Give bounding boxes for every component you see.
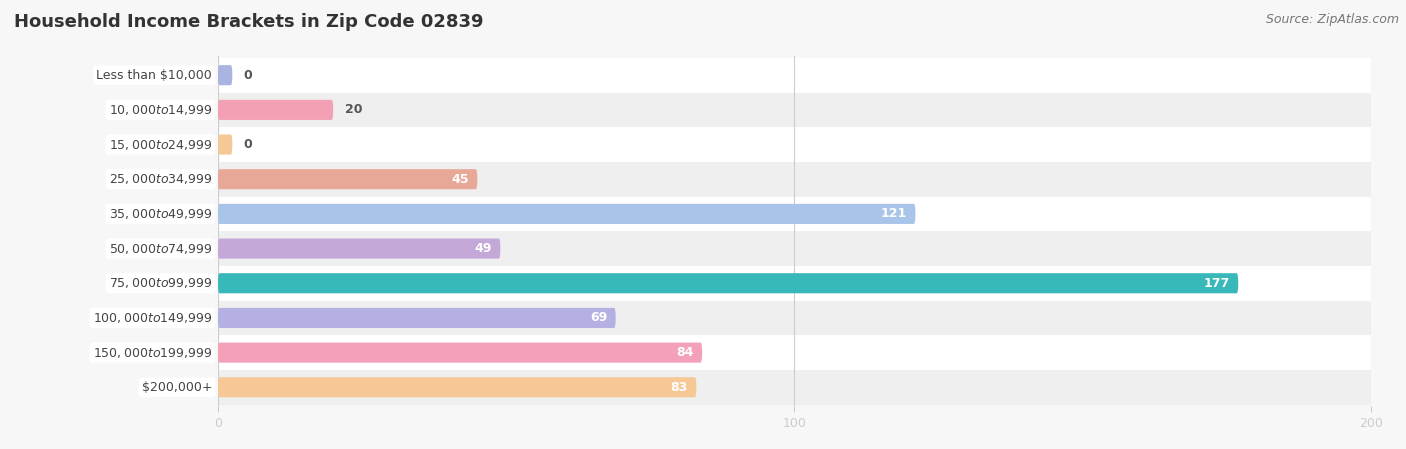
Text: Source: ZipAtlas.com: Source: ZipAtlas.com <box>1265 13 1399 26</box>
Text: 177: 177 <box>1204 277 1230 290</box>
Bar <box>218 335 1371 370</box>
FancyBboxPatch shape <box>218 135 232 154</box>
Text: 49: 49 <box>474 242 492 255</box>
Text: 121: 121 <box>880 207 907 220</box>
Text: 84: 84 <box>676 346 693 359</box>
Text: $10,000 to $14,999: $10,000 to $14,999 <box>108 103 212 117</box>
Text: Household Income Brackets in Zip Code 02839: Household Income Brackets in Zip Code 02… <box>14 13 484 31</box>
Text: $35,000 to $49,999: $35,000 to $49,999 <box>108 207 212 221</box>
Text: $150,000 to $199,999: $150,000 to $199,999 <box>93 346 212 360</box>
Text: $75,000 to $99,999: $75,000 to $99,999 <box>108 276 212 290</box>
FancyBboxPatch shape <box>218 204 915 224</box>
FancyBboxPatch shape <box>218 273 1239 293</box>
Text: 0: 0 <box>243 138 253 151</box>
Text: 45: 45 <box>451 173 468 186</box>
Bar <box>218 231 1371 266</box>
FancyBboxPatch shape <box>218 65 232 85</box>
Text: Less than $10,000: Less than $10,000 <box>97 69 212 82</box>
Text: 83: 83 <box>671 381 688 394</box>
Text: 20: 20 <box>344 103 363 116</box>
Bar <box>218 58 1371 92</box>
FancyBboxPatch shape <box>218 308 616 328</box>
FancyBboxPatch shape <box>218 169 478 189</box>
Bar <box>218 92 1371 127</box>
Text: 69: 69 <box>589 312 607 325</box>
Text: $50,000 to $74,999: $50,000 to $74,999 <box>108 242 212 255</box>
Text: $15,000 to $24,999: $15,000 to $24,999 <box>108 137 212 152</box>
Bar <box>218 370 1371 405</box>
Bar <box>218 162 1371 197</box>
FancyBboxPatch shape <box>218 377 696 397</box>
Text: 0: 0 <box>243 69 253 82</box>
Text: $200,000+: $200,000+ <box>142 381 212 394</box>
Bar <box>218 197 1371 231</box>
FancyBboxPatch shape <box>218 100 333 120</box>
Bar <box>218 127 1371 162</box>
Text: $25,000 to $34,999: $25,000 to $34,999 <box>108 172 212 186</box>
FancyBboxPatch shape <box>218 343 702 363</box>
Text: $100,000 to $149,999: $100,000 to $149,999 <box>93 311 212 325</box>
Bar <box>218 300 1371 335</box>
Bar <box>218 266 1371 300</box>
FancyBboxPatch shape <box>218 238 501 259</box>
